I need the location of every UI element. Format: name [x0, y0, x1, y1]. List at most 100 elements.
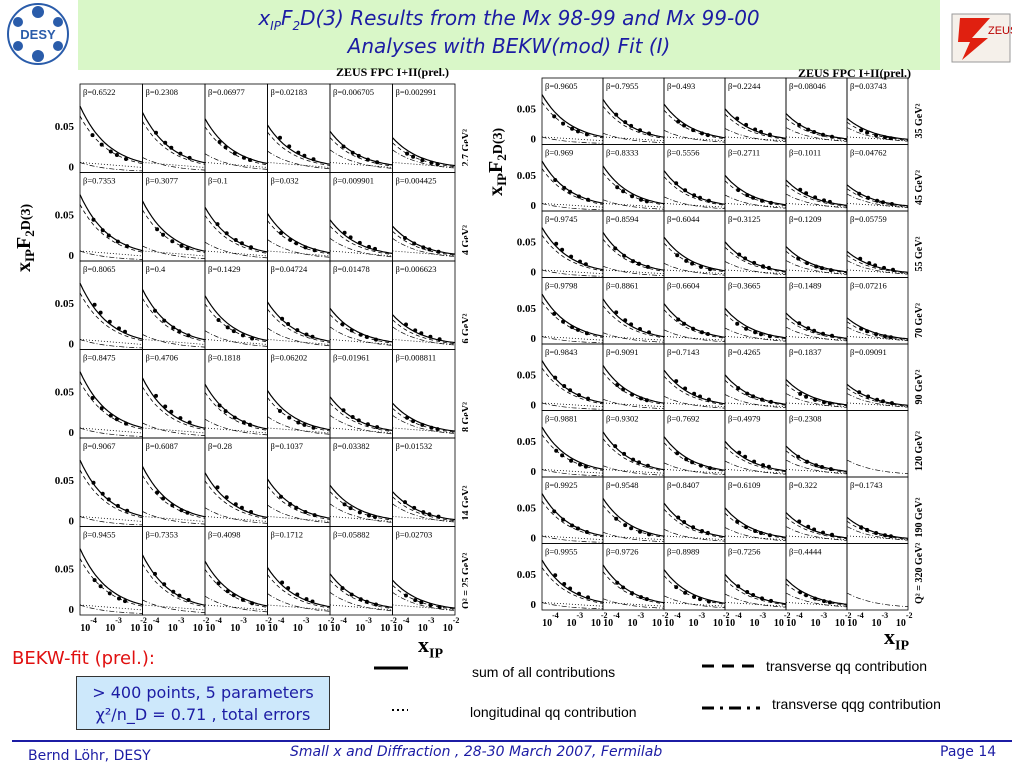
beta-label: β=0.7353 [146, 530, 179, 540]
data-point [427, 512, 432, 517]
data-point [812, 328, 817, 333]
data-point [752, 459, 757, 464]
xtick-exponent: -4 [613, 611, 620, 620]
data-point [812, 130, 817, 134]
data-point [806, 524, 811, 529]
curve-transverse-qqg [785, 326, 848, 342]
xtick-exponent: -3 [882, 611, 889, 620]
xtick-label: 10 [750, 618, 760, 629]
data-point [295, 328, 300, 333]
xtick-label: 10 [689, 618, 699, 629]
data-point [690, 261, 695, 266]
curve-longitudinal [267, 339, 331, 345]
data-point [357, 240, 362, 245]
curve-transverse-qqg [329, 503, 393, 523]
data-point [178, 151, 183, 156]
data-point [435, 162, 440, 167]
curve-transverse-qqg [142, 334, 206, 348]
data-point [161, 496, 166, 501]
desy-logo-text: DESY [20, 27, 56, 42]
beta-label: β=0.1837 [789, 347, 822, 357]
curve-sum [541, 160, 604, 204]
beta-label: β=0.4444 [789, 547, 822, 557]
curve-transverse-qqg [663, 196, 726, 209]
beta-label: β=0.9605 [545, 81, 578, 91]
data-point [708, 267, 712, 272]
curve-sum [724, 108, 787, 139]
curve-longitudinal [541, 336, 604, 341]
data-point [827, 600, 832, 605]
curve-transverse-qqg [602, 332, 665, 343]
data-point [280, 580, 285, 585]
data-point [691, 525, 696, 530]
data-point [676, 119, 681, 124]
curve-sum [541, 293, 604, 337]
data-point [736, 386, 741, 391]
curve-longitudinal [541, 203, 604, 208]
data-point [231, 593, 236, 598]
data-point [311, 425, 316, 430]
data-point [568, 586, 573, 591]
data-point [375, 425, 380, 430]
data-point [639, 396, 643, 401]
curve-transverse-qq [602, 371, 665, 405]
curve-longitudinal [785, 535, 848, 541]
data-point [700, 529, 704, 533]
data-point [674, 585, 679, 590]
data-point [698, 394, 702, 399]
beta-label: β=0.9726 [606, 547, 639, 557]
xtick-label: 10 [230, 623, 240, 634]
curve-sum [329, 484, 393, 520]
curve-sum [663, 303, 726, 338]
beta-label: β=0.02703 [396, 530, 433, 540]
data-point [745, 391, 750, 396]
curve-longitudinal [602, 535, 665, 541]
left-chart-xlabel: xIP [418, 632, 443, 662]
xtick-label: 10 [664, 618, 674, 629]
curve-sum [663, 236, 726, 272]
panel-frame [267, 172, 331, 262]
data-point [888, 136, 893, 141]
data-point [404, 322, 408, 327]
curve-transverse-qq [204, 480, 268, 520]
beta-label: β=0.4979 [728, 414, 761, 424]
data-point [759, 129, 763, 134]
data-point [569, 458, 574, 463]
slide-subtitle: Analyses with BEKW(mod) Fit (I) [347, 34, 671, 58]
data-point [798, 187, 803, 192]
data-point [341, 408, 346, 413]
ytick-label: 0.05 [55, 387, 75, 399]
data-point [364, 599, 369, 604]
curve-longitudinal [79, 162, 143, 168]
data-point [814, 463, 819, 468]
data-point [99, 406, 104, 411]
curve-longitudinal [267, 427, 331, 434]
data-point [170, 239, 175, 244]
xtick-exponent: -2 [845, 611, 852, 620]
data-point [769, 598, 773, 603]
data-point [155, 490, 160, 495]
curve-transverse-qqg [541, 602, 604, 610]
curve-longitudinal [541, 602, 604, 607]
beta-label: β=0.04762 [850, 148, 887, 158]
data-point [436, 249, 441, 254]
data-point [814, 264, 819, 269]
curve-transverse-qq [267, 485, 331, 520]
curve-longitudinal [79, 250, 143, 257]
beta-label: β=0.9745 [545, 214, 578, 224]
data-point [875, 397, 880, 402]
beta-label: β=0.1818 [208, 353, 241, 363]
data-point [753, 529, 758, 533]
data-point [637, 460, 641, 465]
curve-transverse-qqg [663, 329, 726, 342]
data-point [436, 514, 441, 519]
data-point [161, 232, 166, 237]
curve-transverse-qqg [785, 526, 848, 541]
data-point [568, 388, 573, 393]
q2-label: 14 GeV² [461, 486, 468, 521]
data-point [883, 135, 887, 140]
curve-transverse-qqg [267, 504, 331, 524]
curve-transverse-qqg [785, 260, 848, 275]
curve-longitudinal [541, 136, 604, 142]
data-point [737, 450, 742, 455]
